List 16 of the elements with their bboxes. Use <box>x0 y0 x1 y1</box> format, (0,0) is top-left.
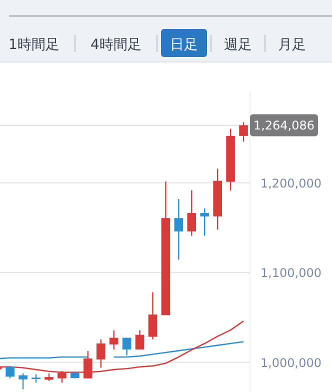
tab-bar: 1時間足 4時間足 日足 週足 月足 <box>0 0 332 62</box>
candlestick <box>239 122 248 142</box>
candlestick <box>187 190 196 236</box>
candlestick <box>109 330 118 350</box>
y-tick-label: 1,100,000 <box>260 266 322 280</box>
candlestick <box>148 292 158 340</box>
candlestick <box>174 198 184 260</box>
y-tick-label: 1,200,000 <box>260 176 322 190</box>
candlestick <box>96 338 106 368</box>
y-tick-label: 1,000,000 <box>260 356 322 370</box>
price-label: 1,264,086 <box>250 114 318 136</box>
candlestick <box>6 365 15 379</box>
ref-line-label: 1,264,086 <box>253 118 315 133</box>
candlestick <box>200 208 210 236</box>
candlestick <box>18 372 28 390</box>
candlestick <box>135 330 144 350</box>
